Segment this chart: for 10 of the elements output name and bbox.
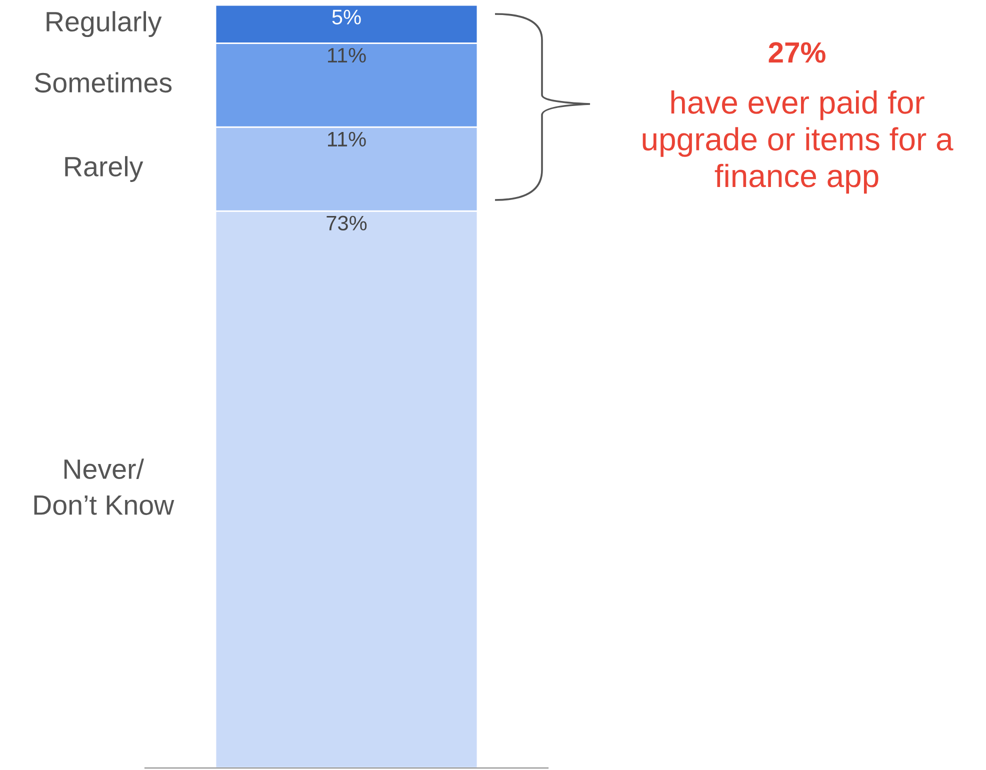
series-label: Sometimes [34,72,172,93]
data-label: 73% [326,216,367,230]
series-label: Regularly [46,11,162,38]
data-label: 11% [328,48,366,63]
data-label: 11% [328,132,366,146]
text: 27% [768,42,826,63]
data-label: 5% [332,10,361,24]
text: have ever paid for upgrade or items for a finance app [642,90,954,194]
series-label: Never/ Don’t Know [34,458,174,515]
text: Rarely [65,156,144,182]
